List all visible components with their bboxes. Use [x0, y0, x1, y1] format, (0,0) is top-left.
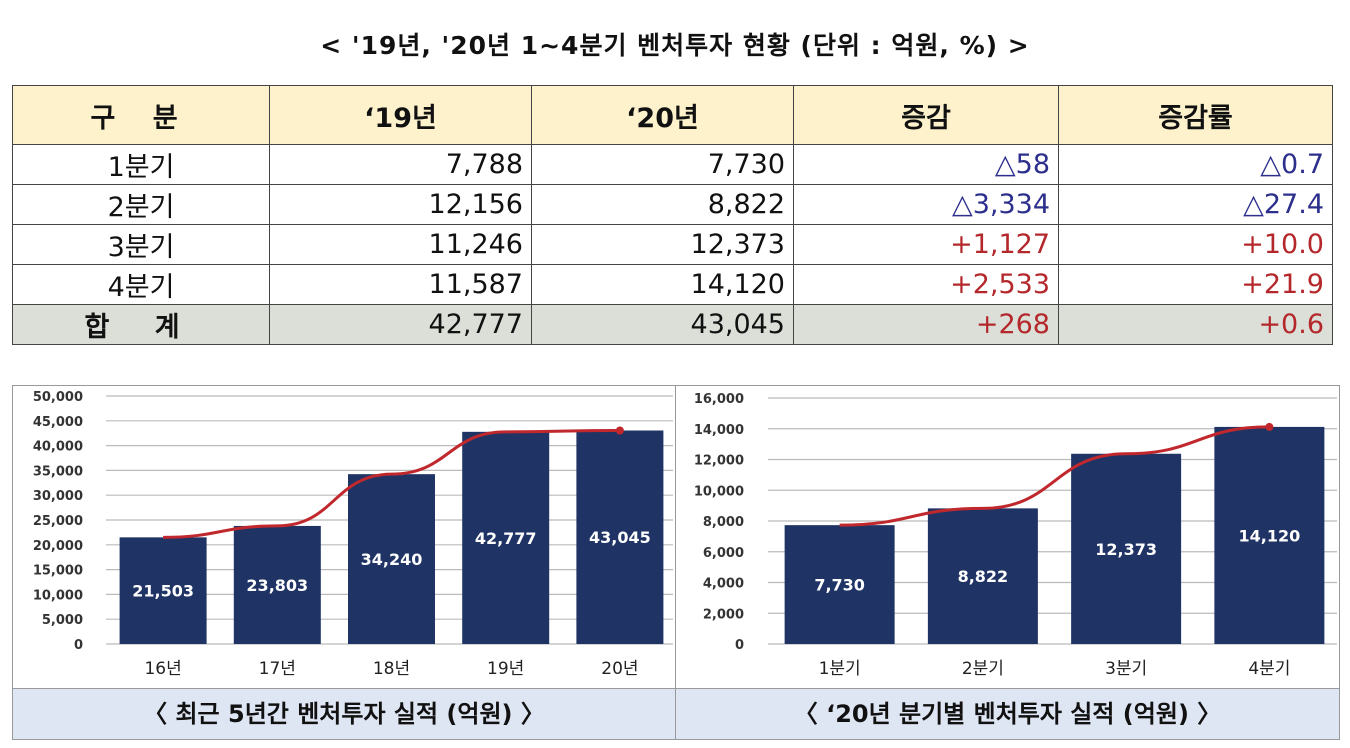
y-tick-label: 25,000	[33, 514, 83, 529]
y-tick-label: 35,000	[33, 464, 83, 479]
x-tick-label: 4분기	[1248, 659, 1290, 679]
y-tick-label: 30,000	[33, 489, 83, 504]
chart-caption: 〈 ‘20년 분기별 벤처투자 실적 (억원) 〉	[676, 688, 1339, 739]
value-change-rate: △0.7	[1058, 144, 1333, 185]
row-label: 합 계	[12, 304, 270, 345]
x-tick-label: 18년	[373, 659, 410, 679]
data-label: 8,822	[958, 567, 1009, 586]
y-tick-label: 2,000	[703, 607, 744, 622]
y-tick-label: 14,000	[694, 423, 744, 438]
y-tick-label: 4,000	[703, 577, 744, 592]
data-label: 7,730	[814, 576, 865, 595]
y-tick-label: 0	[74, 638, 83, 653]
y-tick-label: 15,000	[33, 564, 83, 579]
value-change: +1,127	[793, 224, 1059, 265]
value-2020: 14,120	[531, 264, 794, 305]
table-total-row: 합 계 42,777 43,045 +268 +0.6	[12, 304, 1333, 345]
bar	[784, 525, 895, 644]
trend-line-marker	[615, 426, 624, 435]
value-2019: 42,777	[269, 304, 532, 345]
table-row: 2분기 12,156 8,822 △3,334 △27.4	[12, 184, 1333, 225]
chart-plot: 0 5,000 10,000 15,000 20,000 25,000 30,000 35,0…	[33, 390, 673, 679]
y-tick-label: 10,000	[33, 588, 83, 603]
bar	[1071, 453, 1182, 644]
x-tick-label: 1분기	[819, 659, 861, 679]
value-change-rate: △27.4	[1058, 184, 1333, 225]
y-tick-label: 50,000	[33, 390, 83, 405]
bar	[233, 525, 321, 644]
trend-line	[839, 425, 1270, 527]
value-2020: 7,730	[531, 144, 794, 185]
table-row: 1분기 7,788 7,730 △58 △0.7	[12, 144, 1333, 185]
row-label: 2분기	[12, 184, 270, 225]
y-tick-label: 5,000	[42, 613, 83, 628]
value-2019: 12,156	[269, 184, 532, 225]
y-tick-label: 45,000	[33, 415, 83, 430]
value-change: △3,334	[793, 184, 1059, 225]
x-tick-label: 2분기	[962, 659, 1004, 679]
data-label: 43,045	[589, 528, 651, 547]
value-change: +2,533	[793, 264, 1059, 305]
value-2020: 43,045	[531, 304, 794, 345]
data-label: 21,503	[132, 582, 194, 601]
x-tick-label: 16년	[144, 659, 181, 679]
value-change: +268	[793, 304, 1059, 345]
data-label: 12,373	[1095, 540, 1157, 559]
trend-line	[163, 428, 620, 539]
chart-2020-quarterly-investment: 0 2,000 4,000 6,000 8,000 10,000 12,000 14,000 1…	[675, 385, 1340, 740]
trend-line-marker	[1265, 422, 1274, 431]
header-change: 증감	[793, 85, 1059, 145]
value-change-rate: +21.9	[1058, 264, 1333, 305]
x-tick-label: 3분기	[1105, 659, 1147, 679]
table-row: 4분기 11,587 14,120 +2,533 +21.9	[12, 264, 1333, 305]
y-tick-label: 40,000	[33, 440, 83, 455]
header-2019: ‘19년	[269, 85, 532, 145]
bar	[119, 537, 207, 644]
data-label: 34,240	[361, 550, 423, 569]
x-tick-label: 20년	[601, 659, 638, 679]
page-title: < '19년, '20년 1~4분기 벤처투자 현황 (단위 : 억원, %) …	[320, 31, 1030, 60]
header-2020: ‘20년	[531, 85, 794, 145]
header-change-rate: 증감률	[1058, 85, 1333, 145]
row-label: 1분기	[12, 144, 270, 185]
value-2019: 11,587	[269, 264, 532, 305]
x-tick-label: 17년	[259, 659, 296, 679]
data-label: 42,777	[475, 529, 537, 548]
data-label: 23,803	[246, 576, 308, 595]
data-label: 14,120	[1239, 526, 1301, 545]
x-tick-label: 19년	[487, 659, 524, 679]
y-tick-label: 0	[735, 638, 744, 653]
value-2020: 12,373	[531, 224, 794, 265]
value-2019: 7,788	[269, 144, 532, 185]
y-tick-label: 16,000	[694, 392, 744, 407]
value-2019: 11,246	[269, 224, 532, 265]
chart-5year-investment: 0 5,000 10,000 15,000 20,000 25,000 30,000 35,0…	[12, 385, 676, 740]
value-change: △58	[793, 144, 1059, 185]
row-label: 3분기	[12, 224, 270, 265]
y-tick-label: 10,000	[694, 484, 744, 499]
value-2020: 8,822	[531, 184, 794, 225]
bar	[576, 430, 664, 644]
value-change-rate: +10.0	[1058, 224, 1333, 265]
y-tick-label: 20,000	[33, 539, 83, 554]
header-category: 구 분	[12, 85, 270, 145]
row-label: 4분기	[12, 264, 270, 305]
bar	[1214, 426, 1325, 644]
chart-caption: 〈 최근 5년간 벤처투자 실적 (억원) 〉	[13, 688, 675, 739]
y-tick-label: 6,000	[703, 546, 744, 561]
chart-plot: 0 2,000 4,000 6,000 8,000 10,000 12,000 14,000 1…	[694, 392, 1337, 679]
y-tick-label: 8,000	[703, 515, 744, 530]
venture-investment-table: 구 분 ‘19년 ‘20년 증감 증감률 1분기 7,788 7,730 △58 △0.…	[12, 85, 1333, 345]
table-header-row: 구 분 ‘19년 ‘20년 증감 증감률	[12, 85, 1333, 145]
table-row: 3분기 11,246 12,373 +1,127 +10.0	[12, 224, 1333, 265]
y-tick-label: 12,000	[694, 454, 744, 469]
bar	[348, 474, 435, 644]
value-change-rate: +0.6	[1058, 304, 1333, 345]
bar	[927, 508, 1038, 644]
bar	[462, 431, 550, 644]
